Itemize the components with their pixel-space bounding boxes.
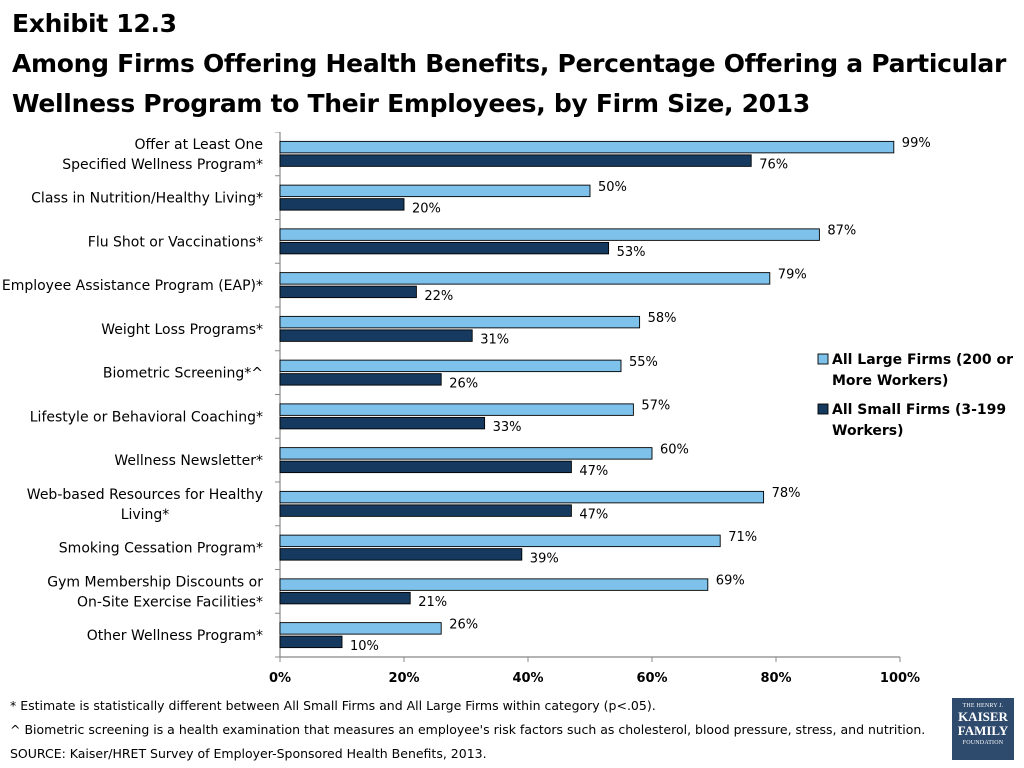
bar-small-firms: [279, 635, 343, 649]
value-label-small-firms: 20%: [412, 201, 441, 216]
bar-large-firms: [279, 622, 442, 635]
value-label-small-firms: 76%: [759, 158, 788, 173]
bar-small-firms: [279, 416, 486, 430]
bar-large-firms: [279, 447, 653, 460]
bar-small-firms: [279, 154, 752, 167]
value-label-large-firms: 79%: [778, 267, 807, 282]
bar-small-firms: [279, 504, 572, 517]
category-label: Offer at Least One: [135, 137, 264, 153]
category-label: Other Wellness Program*: [87, 628, 263, 644]
category-label: Wellness Newsletter*: [114, 453, 263, 469]
bar-small-firms: [279, 460, 572, 474]
value-label-small-firms: 47%: [579, 464, 608, 479]
category-label: Web-based Resources for Healthy: [27, 487, 263, 503]
value-label-large-firms: 78%: [772, 486, 801, 501]
logo-line-4: FOUNDATION: [962, 740, 1004, 746]
value-label-small-firms: 39%: [530, 551, 559, 566]
x-tick-label: 20%: [388, 671, 419, 686]
bar-large-firms: [279, 359, 622, 373]
legend-label-small-firms: All Small Firms (3-199: [832, 402, 1006, 418]
legend-label-large-firms: More Workers): [832, 373, 948, 389]
value-label-large-firms: 69%: [716, 574, 745, 589]
bar-large-firms: [279, 534, 721, 548]
category-label: Gym Membership Discounts or: [47, 574, 263, 590]
footnote-biometric: ^ Biometric screening is a health examin…: [10, 722, 926, 737]
value-label-large-firms: 57%: [641, 399, 670, 414]
legend-label-large-firms: All Large Firms (200 or: [832, 352, 1013, 368]
x-tick-label: 0%: [269, 671, 291, 686]
logo-line-1: THE HENRY J.: [962, 703, 1004, 709]
category-label: Flu Shot or Vaccinations*: [88, 234, 263, 250]
bar-small-firms: [279, 241, 610, 255]
category-label: Biometric Screening*^: [103, 366, 263, 382]
bar-large-firms: [279, 184, 591, 198]
value-label-large-firms: 26%: [449, 617, 478, 632]
kff-logo: THE HENRY J. KAISER FAMILY FOUNDATION: [952, 698, 1014, 760]
footnote-significance: * Estimate is statistically different be…: [10, 698, 656, 713]
value-label-large-firms: 87%: [827, 224, 856, 239]
x-tick-label: 80%: [760, 671, 791, 686]
bar-small-firms: [279, 198, 405, 211]
bar-chart: 0% 20% 40% 60% 80% 100% 99% 76% Offer at Least O…: [2, 132, 1013, 686]
bar-large-firms: [279, 315, 641, 329]
category-label: Employee Assistance Program (EAP)*: [2, 278, 263, 294]
bar-small-firms: [279, 373, 442, 386]
value-label-small-firms: 31%: [480, 333, 509, 348]
category-label: Weight Loss Programs*: [101, 322, 263, 338]
exhibit-number: Exhibit 12.3: [12, 9, 177, 38]
legend-label-small-firms: Workers): [832, 423, 904, 439]
x-tick-label: 60%: [636, 671, 667, 686]
title-line-2: Wellness Program to Their Employees, by …: [12, 89, 810, 118]
category-label: Class in Nutrition/Healthy Living*: [31, 191, 263, 207]
legend-swatch-large-firms: [817, 353, 829, 365]
category-label: On-Site Exercise Facilities*: [77, 594, 263, 610]
value-label-large-firms: 60%: [660, 442, 689, 457]
bar-small-firms: [279, 285, 417, 299]
bar-large-firms: [279, 228, 820, 241]
value-label-large-firms: 50%: [598, 180, 627, 195]
exhibit-title: Exhibit 12.3 Among Firms Offering Health…: [12, 4, 1017, 124]
footnote-source: SOURCE: Kaiser/HRET Survey of Employer-S…: [10, 746, 487, 761]
bar-small-firms: [279, 329, 473, 342]
bar-large-firms: [279, 490, 765, 504]
bar-large-firms: [279, 272, 771, 285]
category-label: Smoking Cessation Program*: [59, 541, 263, 557]
value-label-large-firms: 58%: [648, 311, 677, 326]
value-label-large-firms: 99%: [902, 136, 931, 151]
logo-line-3: FAMILY: [957, 723, 1009, 738]
value-label-large-firms: 55%: [629, 355, 658, 370]
category-label: Specified Wellness Program*: [62, 157, 263, 173]
bar-small-firms: [279, 548, 523, 561]
value-label-small-firms: 53%: [617, 245, 646, 260]
bar-large-firms: [279, 403, 634, 416]
value-label-small-firms: 10%: [350, 639, 379, 654]
value-label-small-firms: 26%: [449, 376, 478, 391]
x-tick-label: 100%: [880, 671, 920, 686]
legend-swatch-small-firms: [817, 403, 829, 415]
value-label-small-firms: 47%: [579, 508, 608, 523]
value-label-small-firms: 21%: [418, 595, 447, 610]
bar-large-firms: [279, 140, 895, 154]
bar-large-firms: [279, 578, 709, 591]
footnotes: * Estimate is statistically different be…: [10, 694, 945, 766]
title-line-1: Among Firms Offering Health Benefits, Pe…: [12, 49, 1006, 78]
value-label-small-firms: 33%: [493, 420, 522, 435]
logo-line-2: KAISER: [958, 709, 1008, 724]
x-tick-label: 40%: [512, 671, 543, 686]
value-label-small-firms: 22%: [424, 289, 453, 304]
bar-small-firms: [279, 591, 411, 605]
category-label: Living*: [121, 507, 170, 523]
category-label: Lifestyle or Behavioral Coaching*: [30, 409, 263, 425]
value-label-large-firms: 71%: [728, 530, 757, 545]
